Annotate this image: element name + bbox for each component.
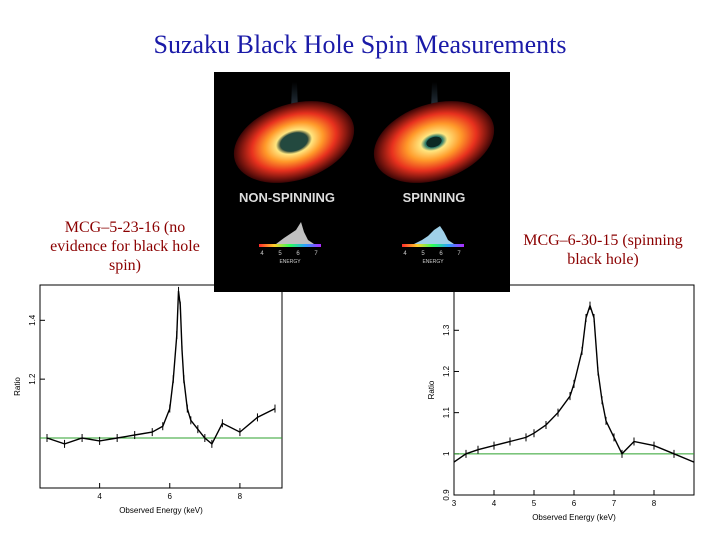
x-tick-label: 8 [238,492,243,501]
caption-mcg-5-23-16: MCG–5-23-16 (no evidence for black hole … [50,219,200,274]
spectrum-bar-left [259,244,321,247]
x-axis-label: Observed Energy (keV) [119,506,203,515]
x-tick-label: 8 [652,499,657,508]
y-tick-label: 1.3 [442,324,451,336]
y-tick-label: 1.2 [28,373,37,385]
energy-tick-left-7: 7 [314,251,318,257]
energy-tick-right-6: 6 [439,251,443,257]
y-axis-label: Ratio [427,380,436,399]
y-axis-label: Ratio [13,377,22,396]
line-profile-right [414,226,454,244]
energy-tick-left-4: 4 [260,251,264,257]
energy-tick-right-5: 5 [421,251,425,257]
energy-tick-right-7: 7 [457,251,461,257]
label-non-spinning: NON-SPINNING [239,190,335,205]
y-tick-label: 1.2 [442,365,451,377]
x-tick-label: 4 [492,499,497,508]
energy-label-left: ENERGY [279,259,301,265]
y-tick-label: 1 [442,451,451,456]
line-profile-left [276,222,314,244]
hole-spinning [426,136,442,148]
x-tick-label: 3 [452,499,457,508]
chart-mcg-6-30-15: 3 4 5 6 7 8 0.9 1 1.1 1.2 1.3 Observed Energy (keV)… [427,284,695,522]
x-tick-label: 7 [612,499,617,508]
caption-mcg-6-30-15: MCG–6-30-15 (spinning black hole) [523,232,683,268]
accretion-disk-illustration: NON-SPINNING SPINNING 4 5 6 7 ENERGY 4 5… [214,72,510,292]
x-tick-label: 6 [572,499,577,508]
energy-inset-right: 4 5 6 7 ENERGY [402,226,464,265]
hole-non-spinning [280,132,308,152]
energy-inset-left: 4 5 6 7 ENERGY [259,222,321,265]
slide-title: Suzaku Black Hole Spin Measurements [153,30,567,59]
x-tick-label: 6 [168,492,173,501]
plot-frame [39,284,283,489]
spectrum-bar-right [402,244,464,247]
chart-mcg-5-23-16: 4 6 8 1.2 1.4 Observed Energy (keV) Ratio [13,284,283,515]
energy-tick-left-6: 6 [296,251,300,257]
y-tick-label: 0.9 [442,489,451,501]
plot-frame [453,284,695,496]
energy-label-right: ENERGY [422,259,444,265]
energy-tick-right-4: 4 [403,251,407,257]
y-tick-label: 1.1 [442,407,451,419]
energy-tick-left-5: 5 [278,251,282,257]
disk-artwork-svg: NON-SPINNING SPINNING 4 5 6 7 ENERGY 4 5… [233,82,495,265]
ratio-series-line [453,303,695,463]
x-tick-label: 4 [97,492,102,501]
label-spinning: SPINNING [403,190,466,205]
x-tick-label: 5 [532,499,537,508]
x-axis-label: Observed Energy (keV) [532,513,616,522]
y-tick-label: 1.4 [28,314,37,326]
ratio-series-line [46,290,276,445]
